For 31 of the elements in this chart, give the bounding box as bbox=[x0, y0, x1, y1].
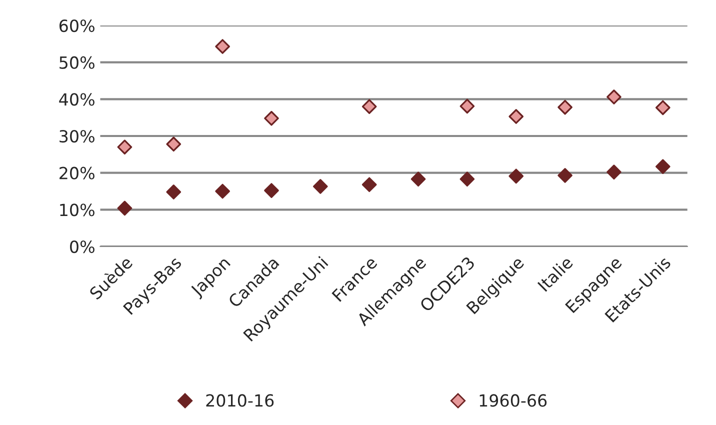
point bbox=[508, 168, 524, 184]
point bbox=[215, 39, 230, 54]
point bbox=[117, 140, 132, 154]
y-tick-label: 30% bbox=[60, 130, 94, 143]
point bbox=[166, 136, 182, 152]
legend-label: 1960-66 bbox=[480, 394, 547, 407]
point bbox=[362, 99, 377, 114]
point bbox=[264, 183, 279, 198]
point bbox=[558, 100, 572, 115]
point bbox=[655, 100, 670, 116]
y-tick-label: 40% bbox=[59, 93, 94, 106]
point bbox=[655, 159, 670, 174]
point bbox=[410, 172, 426, 187]
y-tick-label: 60% bbox=[60, 19, 94, 32]
y-tick-label: 20% bbox=[60, 166, 94, 180]
point bbox=[117, 200, 132, 216]
point bbox=[166, 184, 182, 200]
point bbox=[558, 168, 572, 183]
legend-label: 2010-16 bbox=[206, 394, 274, 407]
point bbox=[606, 164, 622, 180]
y-tick-label: 0% bbox=[70, 240, 94, 254]
point bbox=[460, 172, 475, 187]
point bbox=[460, 98, 475, 114]
point bbox=[606, 90, 622, 104]
point bbox=[312, 179, 328, 194]
point bbox=[508, 109, 524, 124]
y-tick-label: 50% bbox=[60, 56, 94, 69]
y-tick-label: 10% bbox=[60, 204, 94, 216]
point bbox=[362, 177, 377, 192]
point bbox=[215, 184, 230, 199]
point bbox=[264, 110, 279, 126]
